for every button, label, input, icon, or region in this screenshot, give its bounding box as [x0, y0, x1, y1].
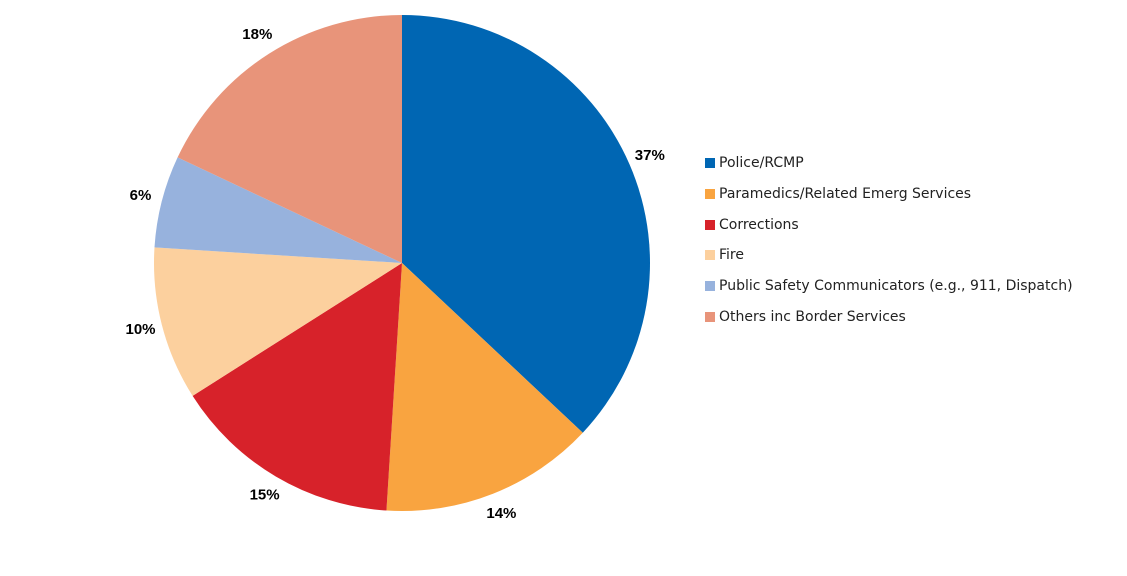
legend-swatch	[705, 189, 715, 200]
pct-label-paramedics-related-emerg-services: 14%	[486, 505, 516, 522]
legend-swatch	[705, 158, 715, 169]
legend-item-corrections: Corrections	[705, 209, 1073, 240]
legend-item-fire: Fire	[705, 240, 1073, 271]
legend-swatch	[705, 219, 715, 230]
legend-item-public-safety-communicators-e-g-911-dispatch: Public Safety Communicators (e.g., 911, …	[705, 271, 1073, 302]
legend-item-others-inc-border-services: Others inc Border Services	[705, 301, 1073, 332]
legend-item-paramedics-related-emerg-services: Paramedics/Related Emerg Services	[705, 179, 1073, 210]
legend-label: Corrections	[719, 216, 799, 233]
pie-slices	[154, 15, 650, 511]
pct-label-fire: 10%	[125, 321, 155, 338]
pie-slice-public-safety-communicators-e-g-911-dispatch	[154, 157, 402, 263]
pct-label-public-safety-communicators-e-g-911-dispatch: 6%	[130, 187, 152, 204]
percentage-labels: 37% 14% 15% 10% 6% 18%	[125, 26, 664, 522]
legend-swatch	[705, 250, 715, 261]
legend-swatch	[705, 281, 715, 292]
legend-label: Others inc Border Services	[719, 308, 906, 325]
legend-label: Paramedics/Related Emerg Services	[719, 186, 972, 203]
legend-swatch	[705, 311, 715, 322]
pct-label-corrections: 15%	[250, 486, 280, 503]
pie-slice-paramedics-related-emerg-services	[386, 263, 583, 511]
legend-label: Public Safety Communicators (e.g., 911, …	[719, 278, 1073, 295]
chart-legend: Police/RCMP Paramedics/Related Emerg Serv…	[705, 148, 1073, 332]
pie-slice-corrections	[192, 263, 402, 511]
pct-label-police-rcmp: 37%	[635, 147, 665, 164]
pie-slice-others-inc-border-services	[177, 15, 402, 263]
pie-slice-police-rcmp	[402, 15, 650, 433]
pie-slice-fire	[154, 247, 402, 396]
pct-label-others-inc-border-services: 18%	[242, 26, 272, 43]
legend-item-police-rcmp: Police/RCMP	[705, 148, 1073, 179]
legend-label: Police/RCMP	[719, 155, 804, 172]
legend-label: Fire	[719, 247, 744, 264]
